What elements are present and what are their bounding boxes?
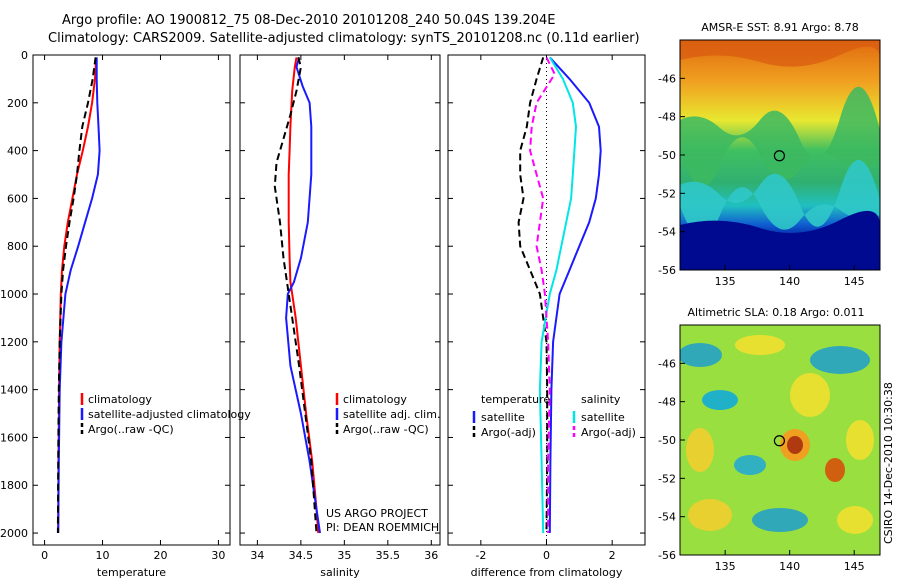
series-line bbox=[529, 56, 556, 533]
map-y-tick-label: -50 bbox=[658, 434, 676, 447]
map-y-tick-label: -52 bbox=[658, 187, 676, 200]
y-tick-label: 1000 bbox=[0, 288, 28, 301]
y-tick-label: 800 bbox=[7, 240, 28, 253]
legend-label: Argo(-adj) bbox=[481, 426, 536, 439]
header-line-2: Climatology: CARS2009. Satellite-adjuste… bbox=[48, 31, 640, 46]
x-tick-label: 2 bbox=[609, 549, 616, 562]
y-tick-label: 600 bbox=[7, 192, 28, 205]
x-tick-label: 34.5 bbox=[289, 549, 314, 562]
header-line-1: Argo profile: AO 1900812_75 08-Dec-2010 … bbox=[62, 13, 556, 28]
series-line bbox=[57, 57, 101, 534]
map-y-tick-label: -56 bbox=[658, 549, 676, 562]
sla-map-panel: Altimetric SLA: 0.18 Argo: 0.011 135 140 1… bbox=[658, 306, 881, 573]
series-line bbox=[538, 56, 578, 534]
map-x-tick-label: 140 bbox=[779, 275, 800, 288]
map-y-tick-label: -52 bbox=[658, 472, 676, 485]
legend-label: satellite bbox=[481, 411, 525, 424]
x-tick-label: 35 bbox=[337, 549, 351, 562]
map-x-tick-label: 135 bbox=[715, 275, 736, 288]
map-y-tick-label: -56 bbox=[658, 264, 676, 277]
x-axis-label: difference from climatology bbox=[471, 566, 623, 579]
series-line bbox=[517, 57, 549, 534]
legend-label: satellite-adjusted climatology bbox=[88, 408, 251, 421]
map-y-tick-label: -48 bbox=[658, 396, 676, 409]
x-axis-label: salinity bbox=[320, 566, 360, 579]
legend-label: climatology bbox=[343, 393, 407, 406]
y-tick-label: 1200 bbox=[0, 336, 28, 349]
project-label: US ARGO PROJECT bbox=[326, 507, 428, 520]
argo-location-marker bbox=[773, 435, 786, 447]
plot-frame bbox=[239, 54, 441, 546]
x-tick-label: 34 bbox=[250, 549, 264, 562]
series-line bbox=[56, 57, 97, 534]
x-tick-label: 35.5 bbox=[376, 549, 401, 562]
map-x-tick-label: 145 bbox=[844, 560, 865, 573]
map-y-tick-label: -46 bbox=[658, 357, 676, 370]
y-tick-label: 2000 bbox=[0, 527, 28, 540]
y-tick-label: 1600 bbox=[0, 431, 28, 444]
x-tick-label: 36 bbox=[424, 549, 438, 562]
sst-map-title: AMSR-E SST: 8.91 Argo: 8.78 bbox=[701, 21, 859, 34]
legend-label: satellite bbox=[581, 411, 625, 424]
x-tick-label: 30 bbox=[211, 549, 225, 562]
map-y-tick-label: -54 bbox=[658, 511, 676, 524]
y-tick-label: 400 bbox=[7, 145, 28, 158]
map-x-tick-label: 140 bbox=[779, 560, 800, 573]
series-line bbox=[273, 57, 318, 534]
sst-map-panel: AMSR-E SST: 8.91 Argo: 8.78 135 140 145 -46… bbox=[658, 21, 881, 288]
y-tick-label: 1400 bbox=[0, 384, 28, 397]
sla-map-title: Altimetric SLA: 0.18 Argo: 0.011 bbox=[687, 306, 864, 319]
map-y-tick-label: -54 bbox=[658, 226, 676, 239]
y-tick-label: 1800 bbox=[0, 479, 28, 492]
temperature-profile-panel: 0 10 20 30 0 200 400 600 800 1000 1200 1400 1600 1800… bbox=[0, 49, 251, 579]
x-tick-label: -2 bbox=[475, 549, 486, 562]
sst-heatmap bbox=[680, 40, 880, 270]
legend-label: Argo(-adj) bbox=[581, 426, 636, 439]
map-y-tick-label: -50 bbox=[658, 149, 676, 162]
legend-label: climatology bbox=[88, 393, 152, 406]
series-line bbox=[57, 57, 98, 534]
series-line bbox=[285, 57, 321, 534]
series-line bbox=[287, 57, 320, 534]
y-tick-label: 0 bbox=[21, 49, 28, 62]
y-tick-label: 200 bbox=[7, 97, 28, 110]
x-tick-label: 10 bbox=[96, 549, 110, 562]
difference-profile-panel: -2 0 2 difference from climatology temperatu… bbox=[447, 54, 646, 579]
legend-label: satellite adj. clim. bbox=[343, 408, 440, 421]
sla-heatmap bbox=[680, 325, 880, 555]
map-x-tick-label: 145 bbox=[844, 275, 865, 288]
csiro-timestamp: CSIRO 14-Dec-2010 10:30:38 bbox=[882, 382, 895, 544]
argo-location-marker bbox=[773, 150, 786, 162]
map-x-tick-label: 135 bbox=[715, 560, 736, 573]
pi-label: PI: DEAN ROEMMICH bbox=[326, 521, 439, 534]
map-y-tick-label: -48 bbox=[658, 111, 676, 124]
x-tick-label: 0 bbox=[543, 549, 550, 562]
x-axis-label: temperature bbox=[97, 566, 166, 579]
series-line bbox=[548, 56, 602, 534]
map-y-tick-label: -46 bbox=[658, 72, 676, 85]
x-tick-label: 0 bbox=[41, 549, 48, 562]
x-tick-label: 20 bbox=[153, 549, 167, 562]
legend-label: Argo(..raw -QC) bbox=[88, 423, 174, 436]
legend-group-title: temperature bbox=[481, 393, 550, 406]
legend-group-title: salinity bbox=[581, 393, 621, 406]
legend-label: Argo(..raw -QC) bbox=[343, 423, 429, 436]
salinity-profile-panel: 34 34.5 35 35.5 36 salinity climatology satelli… bbox=[239, 54, 441, 579]
plot-frame bbox=[32, 54, 231, 546]
